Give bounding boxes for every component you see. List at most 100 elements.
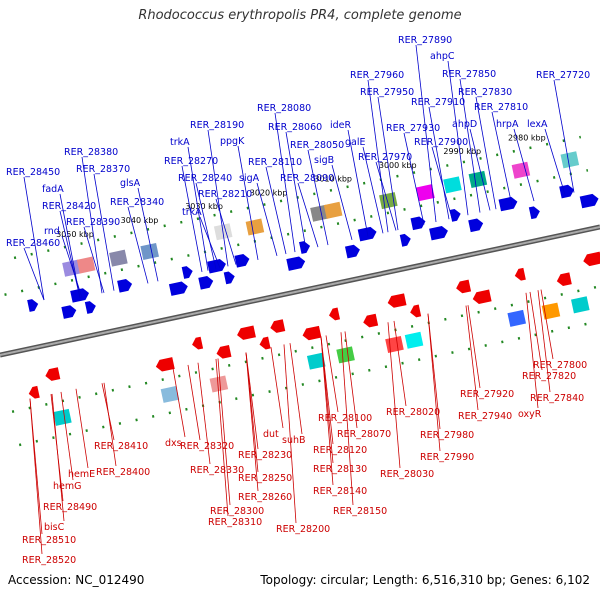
top-gene-label: RER_28050 (290, 140, 344, 151)
top-label-leader (23, 247, 45, 301)
top-label-leader (274, 112, 296, 253)
bottom-label-leader (172, 368, 186, 438)
top-label-leader (137, 187, 159, 282)
reverse-gene-arrow (328, 307, 341, 321)
top-gene-label: ppgK (220, 136, 245, 147)
kbp-ticks: 2980 kbp 2990 kbp 3000 kbp 3010 kbp 3020 kbp… (56, 133, 546, 238)
feature-block (507, 309, 527, 327)
bottom-gene-label: RER_28300 (210, 506, 264, 517)
top-gene-label: sigB (314, 155, 334, 166)
forward-gene-arrow (234, 254, 250, 268)
feature-block-fill (160, 385, 180, 403)
top-label-leader (431, 146, 453, 219)
top-label-leader (447, 60, 469, 216)
top-label-leader (403, 132, 425, 225)
page-title: Rhodococcus erythropolis PR4, complete g… (138, 8, 462, 23)
bottom-label-leader (51, 393, 65, 522)
tick-label: 2990 kbp (443, 147, 481, 156)
feature-block-fill (109, 249, 128, 267)
reverse-gene-arrow (28, 385, 40, 399)
forward-gene-arrow (429, 225, 448, 241)
reverse-gene-arrow-shape (237, 325, 256, 340)
top-label-leader (297, 182, 319, 248)
feature-block-fill (507, 309, 527, 327)
top-gene-label: RER_27900 (414, 137, 468, 148)
bottom-gene-label: RER_28310 (208, 517, 262, 528)
tick-label: 3030 kbp (185, 202, 223, 211)
top-gene-label: lexA (527, 119, 548, 130)
bottom-gene-label: suhB (282, 435, 306, 446)
tick-label: 2980 kbp (508, 133, 546, 142)
reverse-gene-arrow (472, 289, 492, 304)
forward-gene-arrow (70, 288, 90, 303)
top-gene-label: RER_27950 (360, 87, 414, 98)
top-label-leader (181, 165, 203, 272)
top-label-leader (81, 156, 103, 294)
feature-block (53, 408, 72, 426)
feature-block (140, 242, 159, 261)
forward-gene-arrow-shape (27, 299, 39, 312)
forward-gene-arrow (207, 259, 226, 274)
top-gene-label: RER_28080 (257, 103, 311, 114)
feature-block-fill (511, 161, 531, 179)
gene-labels: RER_27890 ahpC RER_27850 RER_27720 RER_27960… (6, 35, 590, 566)
forward-gene-arrow-shape (344, 244, 360, 259)
feature-block-fill (541, 302, 561, 320)
bottom-gene-label: oxyR (518, 409, 542, 420)
feature-block-fill (560, 151, 580, 169)
feature-block-fill (76, 256, 96, 274)
top-label-leader (544, 128, 566, 195)
bottom-gene-label: RER_28260 (238, 492, 292, 503)
feature-block-fill (404, 331, 424, 349)
bottom-label-leader (215, 358, 229, 517)
feature-block-fill (443, 176, 462, 194)
reverse-gene-arrow-shape (270, 319, 286, 333)
top-label-leader (375, 161, 397, 231)
top-gene-label: RER_28380 (64, 147, 118, 158)
feature-block (541, 302, 561, 320)
reverse-gene-arrow (259, 336, 271, 350)
bottom-label-leader (197, 362, 211, 465)
tick-label: 3020 kbp (250, 188, 288, 197)
top-gene-label: RER_27960 (350, 70, 404, 81)
reverse-gene-arrow-shape (410, 304, 422, 318)
bottom-label-leader (387, 322, 401, 469)
feature-block (306, 352, 326, 370)
forward-gene-arrow-shape (498, 196, 518, 212)
reverse-gene-arrow (216, 345, 232, 359)
top-label-leader (415, 44, 437, 223)
top-gene-label: ahpC (430, 51, 455, 62)
bottom-gene-label: RER_28020 (386, 407, 440, 418)
forward-gene-arrow (198, 276, 214, 290)
top-label-leader (256, 182, 278, 257)
forward-gene-arrow (579, 193, 599, 209)
forward-gene-arrow (399, 233, 411, 247)
bottom-label-leader (289, 343, 303, 435)
reverse-gene-arrow-shape (302, 325, 322, 341)
bottom-gene-label: RER_28200 (276, 524, 330, 535)
bottom-gene-label: RER_27820 (522, 371, 576, 382)
top-gene-label: ideR (330, 120, 352, 131)
bottom-gene-label: RER_27800 (533, 360, 587, 371)
forward-gene-arrow-shape (117, 279, 133, 293)
top-gene-label: RER_27890 (398, 35, 452, 46)
bottom-label-leader (217, 358, 231, 506)
reverse-gene-arrow-shape (192, 336, 204, 350)
top-gene-label: RER_27810 (474, 102, 528, 113)
feature-block-fill (62, 259, 81, 277)
bottom-gene-label: RER_27980 (420, 430, 474, 441)
reverse-gene-arrow-shape (28, 385, 40, 399)
feature-block-fill (468, 170, 488, 188)
reverse-gene-arrow-shape (456, 279, 472, 294)
forward-gene-arrow (468, 218, 484, 233)
top-label-leader (61, 235, 83, 298)
bottom-label-leader (344, 331, 358, 429)
top-label-leader (207, 129, 229, 267)
top-label-leader (307, 149, 329, 246)
top-gene-label: RER_28270 (164, 156, 218, 167)
bottom-label-leader (393, 320, 407, 407)
feature-block (571, 296, 590, 314)
track-guide (11, 285, 600, 413)
top-gene-label: RER_27830 (458, 87, 512, 98)
top-gene-label: RER_27910 (411, 97, 465, 108)
